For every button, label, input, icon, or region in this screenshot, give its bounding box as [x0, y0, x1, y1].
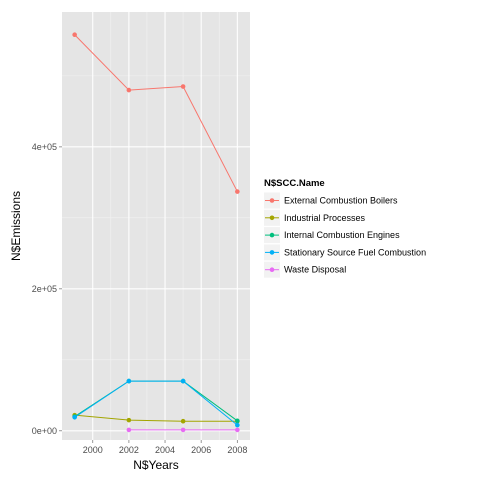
- x-tick-label: 2004: [155, 445, 175, 455]
- x-axis-title: N$Years: [133, 458, 179, 472]
- series-line: [74, 34, 238, 192]
- legend-key-point: [269, 198, 275, 203]
- data-point: [235, 427, 240, 433]
- data-point: [180, 378, 186, 384]
- x-tick-label: 2006: [191, 445, 211, 455]
- data-point: [235, 189, 240, 194]
- series-layer: [72, 32, 240, 433]
- legend-label: Industrial Processes: [284, 213, 366, 223]
- series: [72, 378, 240, 428]
- series-line: [74, 414, 238, 422]
- data-point: [126, 378, 132, 384]
- data-point: [126, 427, 132, 433]
- legend-title: N$SCC.Name: [264, 178, 325, 189]
- data-point: [235, 418, 240, 424]
- major-gridlines: [62, 12, 250, 440]
- data-point: [235, 422, 240, 428]
- legend-key-point: [269, 267, 275, 273]
- legend-item: External Combustion Boilers: [264, 192, 398, 209]
- data-point: [180, 84, 186, 89]
- series: [72, 32, 240, 194]
- legend-label: Internal Combustion Engines: [284, 230, 400, 240]
- legend-item: Waste Disposal: [264, 261, 346, 278]
- legend-label: External Combustion Boilers: [284, 196, 398, 206]
- legend-item: Internal Combustion Engines: [264, 227, 400, 244]
- y-tick-label: 0e+00: [32, 426, 57, 436]
- legend-key-point: [269, 215, 275, 221]
- legend-key-point: [269, 232, 275, 238]
- series: [126, 427, 240, 433]
- x-tick-label: 2008: [227, 445, 247, 455]
- legend-label: Waste Disposal: [284, 265, 346, 275]
- x-tick-label: 2000: [83, 445, 103, 455]
- legend-label: Stationary Source Fuel Combustion: [284, 247, 426, 257]
- data-point: [180, 427, 186, 433]
- data-point: [126, 87, 132, 93]
- legend: N$SCC.Name External Combustion Boilers In…: [264, 178, 426, 278]
- y-tick-label: 4e+05: [32, 142, 57, 152]
- x-axis-ticks: 2000 2002 2004 2006 2008: [83, 440, 247, 455]
- data-point: [126, 417, 132, 423]
- series-line: [74, 380, 238, 426]
- minor-gridlines: [62, 12, 250, 440]
- y-axis-ticks: 0e+00 2e+05 4e+05: [32, 142, 62, 436]
- legend-item: Industrial Processes: [264, 209, 366, 226]
- data-point: [72, 32, 77, 38]
- legend-item: Stationary Source Fuel Combustion: [264, 244, 426, 261]
- x-tick-label: 2002: [119, 445, 139, 455]
- data-point: [72, 414, 77, 420]
- legend-key-point: [269, 250, 275, 255]
- y-tick-label: 2e+05: [32, 284, 57, 294]
- data-point: [180, 418, 186, 424]
- y-axis-title: N$Emissions: [9, 191, 23, 261]
- plot-background: [62, 12, 250, 440]
